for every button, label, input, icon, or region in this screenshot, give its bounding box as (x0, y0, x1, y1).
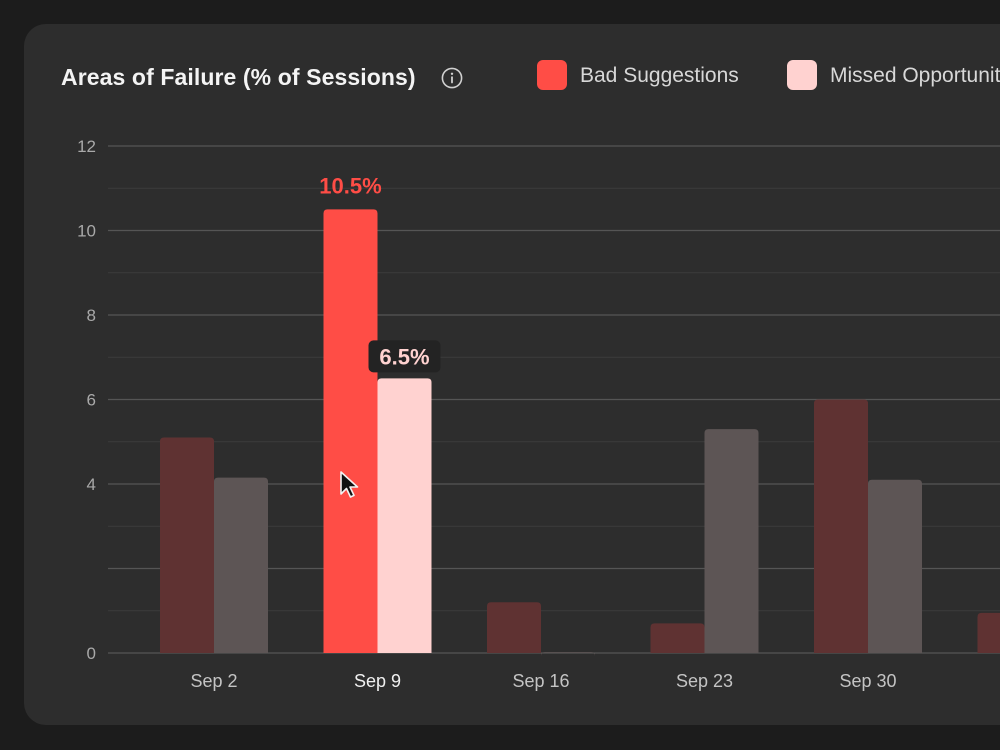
data-label-bad-suggestions: 10.5% (319, 173, 381, 198)
legend-swatch-bad-suggestions (537, 60, 567, 90)
legend-label-bad-suggestions: Bad Suggestions (580, 64, 739, 87)
bar-missed-opportunities[interactable] (704, 429, 759, 653)
data-label-background (368, 340, 441, 373)
mouse-pointer-icon (340, 471, 359, 498)
y-tick-label: 4 (87, 475, 96, 494)
bar-bad-suggestions[interactable] (977, 612, 1000, 653)
bar-missed-opportunities[interactable] (541, 652, 595, 657)
x-tick-label: Sep 9 (354, 671, 401, 691)
bar-missed-opportunities[interactable] (214, 477, 268, 653)
bar-missed-opportunities[interactable] (868, 479, 922, 653)
chart-card: Areas of Failure (% of Sessions) Bad Sug… (24, 24, 1000, 725)
legend-swatch-missed-opportunities (787, 60, 817, 90)
bar-missed-opportunities[interactable] (377, 378, 432, 653)
x-tick-label: Sep 2 (190, 671, 237, 691)
y-tick-label: 0 (87, 644, 96, 663)
x-tick-label: Sep 23 (676, 671, 733, 691)
bar-bad-suggestions[interactable] (323, 209, 378, 653)
y-tick-label: 8 (87, 306, 96, 325)
x-tick-label: Sep 16 (512, 671, 569, 691)
data-label-missed-opportunities: 6.5% (379, 344, 429, 369)
bar-bad-suggestions[interactable] (814, 399, 868, 654)
y-tick-label: 12 (77, 137, 96, 156)
x-tick-label: Sep 30 (839, 671, 896, 691)
bar-bad-suggestions[interactable] (650, 623, 705, 653)
y-tick-label: 6 (87, 391, 96, 410)
info-circle-icon[interactable] (441, 67, 463, 89)
y-tick-label: 10 (77, 222, 96, 241)
bar-bad-suggestions[interactable] (487, 602, 541, 653)
legend-label-missed-opportunities: Missed Opportunities (830, 64, 1000, 87)
chart-title: Areas of Failure (% of Sessions) (61, 64, 416, 90)
bar-bad-suggestions[interactable] (160, 437, 214, 653)
